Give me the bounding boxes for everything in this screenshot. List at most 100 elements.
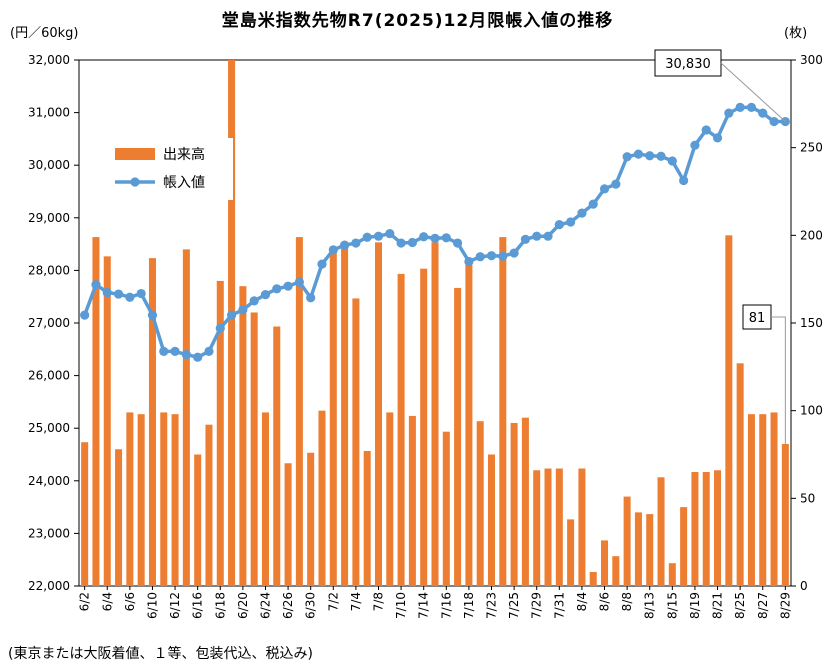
settlement-point <box>633 149 644 159</box>
legend-swatch-bar <box>115 148 155 160</box>
volume-bar <box>329 247 337 587</box>
settlement-point <box>136 288 146 299</box>
volume-bar <box>736 363 744 586</box>
settlement-point <box>712 133 723 143</box>
settlement-point <box>566 217 576 227</box>
x-axis-tick-label: 7/18 <box>462 592 476 619</box>
x-axis-tick-label: 7/25 <box>507 592 521 619</box>
settlement-point <box>690 140 700 150</box>
left-axis-tick-label: 24,000 <box>28 474 70 488</box>
volume-bar <box>646 514 654 586</box>
volume-bar <box>634 512 642 586</box>
settlement-point <box>226 310 237 320</box>
volume-bar <box>148 258 156 586</box>
legend-swatch-marker <box>130 177 140 187</box>
volume-bar <box>363 450 371 586</box>
x-axis-tick-label: 6/16 <box>191 592 205 619</box>
right-axis-tick-label: 0 <box>800 579 808 593</box>
volume-bar <box>171 414 179 586</box>
volume-bar <box>194 454 202 586</box>
volume-bar <box>657 477 665 586</box>
footnote: (東京または大阪着値、１等、包装代込、税込み) <box>8 646 313 662</box>
x-axis-tick-label: 8/19 <box>688 592 702 619</box>
settlement-point <box>588 199 598 209</box>
x-axis-tick-label: 6/24 <box>258 592 272 619</box>
x-axis-tick-label: 6/18 <box>213 592 227 619</box>
volume-bar <box>465 259 473 586</box>
x-axis-tick-label: 7/29 <box>530 592 544 619</box>
volume-bar <box>341 242 349 586</box>
settlement-point <box>260 290 271 300</box>
volume-bar <box>92 237 100 586</box>
callout-box-price <box>654 49 722 77</box>
settlement-point <box>385 228 395 239</box>
volume-bar <box>397 273 405 586</box>
x-axis-tick-label: 6/6 <box>123 592 137 611</box>
settlement-point <box>193 352 203 362</box>
volume-bar <box>137 414 145 586</box>
settlement-point <box>735 102 745 112</box>
volume-bar <box>747 414 755 586</box>
volume-bar <box>544 468 552 586</box>
left-axis-tick-label: 27,000 <box>28 316 70 330</box>
x-axis-tick-label: 8/27 <box>756 592 770 619</box>
right-axis-tick-label: 150 <box>800 316 823 330</box>
settlement-point <box>543 231 553 241</box>
settlement-point <box>159 346 169 356</box>
settlement-point <box>204 346 214 356</box>
left-axis-tick-label: 31,000 <box>28 106 70 120</box>
x-axis-tick-label: 7/14 <box>417 592 431 619</box>
settlement-point <box>441 233 451 243</box>
x-axis-tick-label: 8/13 <box>643 592 657 619</box>
left-axis-tick-label: 28,000 <box>28 263 70 277</box>
right-axis-tick-label: 250 <box>800 141 823 155</box>
x-axis-tick-label: 7/10 <box>394 592 408 619</box>
left-axis-tick-label: 32,000 <box>28 53 70 67</box>
volume-bar <box>126 412 134 586</box>
volume-bar <box>431 242 439 586</box>
x-axis-tick-label: 7/31 <box>552 592 566 619</box>
callout-volume-label: 81 <box>749 311 766 326</box>
volume-bar <box>725 235 733 586</box>
volume-bar <box>623 496 631 586</box>
settlement-point <box>80 310 90 320</box>
x-axis-tick-label: 8/4 <box>575 592 589 611</box>
x-axis-tick-label: 6/30 <box>304 592 318 619</box>
right-axis-tick-label: 50 <box>800 491 815 505</box>
volume-bar <box>205 424 213 586</box>
settlement-point <box>272 284 282 294</box>
volume-bar <box>589 571 597 586</box>
settlement-point <box>599 184 610 194</box>
volume-bar <box>781 443 789 586</box>
settlement-point <box>611 179 621 189</box>
settlement-point <box>306 293 316 303</box>
settlement-point <box>645 151 655 161</box>
callout-price-label: 30,830 <box>665 57 711 72</box>
x-axis-tick-label: 7/2 <box>326 592 340 611</box>
settlement-point <box>328 245 338 255</box>
settlement-point <box>419 232 429 242</box>
x-axis-tick-label: 6/4 <box>100 592 114 611</box>
x-axis-tick-label: 8/21 <box>711 592 725 619</box>
volume-bar <box>521 417 529 586</box>
volume-bar <box>295 237 303 586</box>
x-axis-tick-label: 6/20 <box>236 592 250 619</box>
callout-price-leader <box>720 62 786 122</box>
volume-bar <box>318 410 326 586</box>
settlement-point <box>724 108 734 118</box>
settlement-point <box>667 156 677 166</box>
settlement-point <box>622 152 632 162</box>
left-axis-tick-label: 29,000 <box>28 211 70 225</box>
volume-bar <box>510 422 518 586</box>
x-axis-tick-label: 6/2 <box>78 592 92 611</box>
settlement-point <box>362 232 372 242</box>
volume-bar <box>273 326 281 586</box>
volume-bar <box>103 256 111 586</box>
settlement-point <box>238 305 248 315</box>
volume-bar <box>476 421 484 586</box>
volume-bar <box>160 412 168 586</box>
volume-bar <box>555 468 563 586</box>
legend-label-settlement: 帳入値 <box>163 175 205 191</box>
x-axis-tick-label: 8/25 <box>733 592 747 619</box>
